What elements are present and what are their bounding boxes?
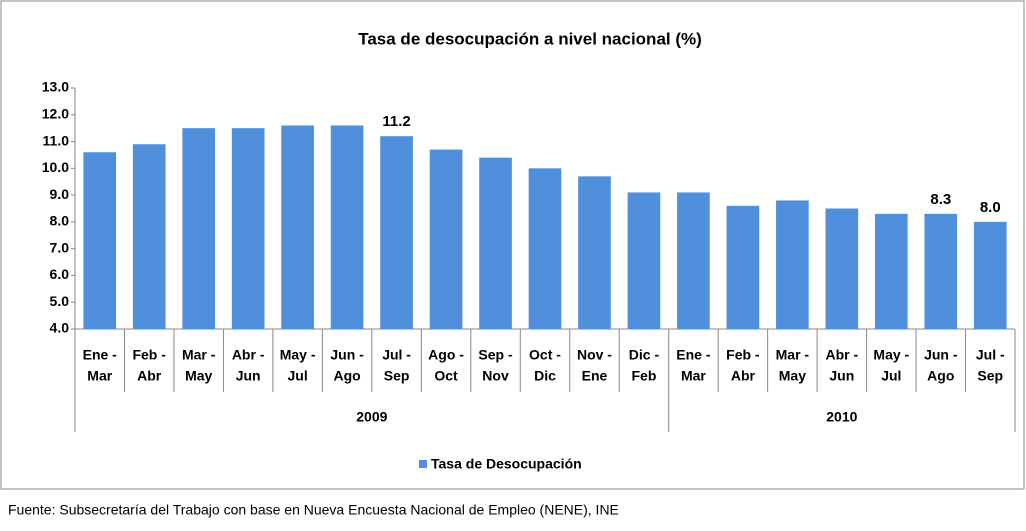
x-tick-label: Abr -: [826, 347, 859, 363]
bar: [429, 149, 463, 329]
x-tick-label: Feb -: [132, 347, 166, 363]
x-tick-label: Nov -: [577, 347, 612, 363]
x-tick-label: Mar: [681, 368, 706, 384]
y-tick-label: 12.0: [42, 105, 69, 121]
x-tick-label: Jul: [881, 368, 901, 384]
bar: [677, 192, 710, 329]
x-tick-label: Jun: [236, 368, 261, 384]
bar: [578, 176, 611, 329]
y-tick-label: 13.0: [42, 79, 69, 95]
bar: [132, 144, 166, 329]
legend-swatch: [419, 460, 427, 468]
x-tick-label: Feb: [632, 368, 657, 384]
x-tick-label: Ene -: [83, 347, 118, 363]
group-label: 2009: [356, 409, 387, 425]
x-tick-label: Mar -: [776, 347, 810, 363]
y-tick-label: 8.0: [50, 213, 70, 229]
data-label: 11.2: [382, 113, 410, 130]
x-tick-label: Nov: [482, 368, 509, 384]
x-tick-label: Ene -: [676, 347, 711, 363]
x-tick-label: Sep: [977, 368, 1003, 384]
x-tick-label: Ago -: [428, 347, 464, 363]
x-tick-label: Mar: [87, 368, 112, 384]
y-tick-label: 10.0: [42, 159, 69, 175]
bar: [330, 125, 364, 329]
x-tick-label: Sep -: [478, 347, 513, 363]
bar: [182, 128, 216, 329]
bar: [479, 157, 512, 329]
x-tick-label: Jun: [829, 368, 854, 384]
y-tick-label: 7.0: [50, 239, 70, 255]
x-tick-label: Feb -: [726, 347, 760, 363]
x-tick-label: Jul -: [382, 347, 411, 363]
data-label: 8.0: [980, 199, 1001, 216]
x-tick-label: Jul: [288, 368, 308, 384]
bar: [924, 213, 958, 329]
x-tick-label: Ene: [582, 368, 608, 384]
group-label: 2010: [826, 409, 857, 425]
x-tick-label: May -: [280, 347, 316, 363]
x-tick-label: Oct -: [529, 347, 561, 363]
bar: [627, 192, 661, 329]
bar: [281, 125, 314, 329]
chart-border: [0, 0, 1025, 490]
x-tick-label: May -: [873, 347, 909, 363]
x-tick-label: Oct: [434, 368, 458, 384]
bar: [776, 200, 809, 329]
x-tick-label: Mar -: [182, 347, 216, 363]
x-tick-label: Dic -: [629, 347, 660, 363]
y-tick-label: 6.0: [50, 266, 70, 282]
x-tick-label: Ago: [333, 368, 360, 384]
x-tick-label: Jul -: [976, 347, 1005, 363]
bar: [231, 128, 265, 329]
bar: [380, 136, 413, 329]
y-tick-label: 11.0: [43, 132, 70, 148]
x-tick-label: Jun -: [924, 347, 958, 363]
y-tick-label: 4.0: [50, 320, 70, 336]
bar: [874, 213, 908, 329]
y-tick-label: 9.0: [50, 186, 70, 202]
bar: [83, 152, 117, 329]
x-tick-label: Abr: [137, 368, 162, 384]
bar: [726, 205, 760, 329]
x-tick-label: May: [185, 368, 212, 384]
x-tick-label: Dic: [534, 368, 556, 384]
data-label: 8.3: [930, 191, 951, 208]
x-tick-label: Abr: [731, 368, 756, 384]
x-tick-label: May: [779, 368, 806, 384]
y-tick-label: 5.0: [50, 293, 70, 309]
x-tick-label: Abr -: [232, 347, 265, 363]
x-tick-label: Jun -: [330, 347, 364, 363]
bar: [528, 168, 562, 329]
source-note: Fuente: Subsecretaría del Trabajo con ba…: [8, 502, 619, 518]
x-tick-label: Ago: [927, 368, 954, 384]
bar: [825, 208, 859, 329]
bar: [973, 221, 1007, 329]
x-tick-label: Sep: [384, 368, 410, 384]
chart-title: Tasa de desocupación a nivel nacional (%…: [358, 29, 702, 48]
legend-label: Tasa de Desocupación: [431, 456, 582, 472]
